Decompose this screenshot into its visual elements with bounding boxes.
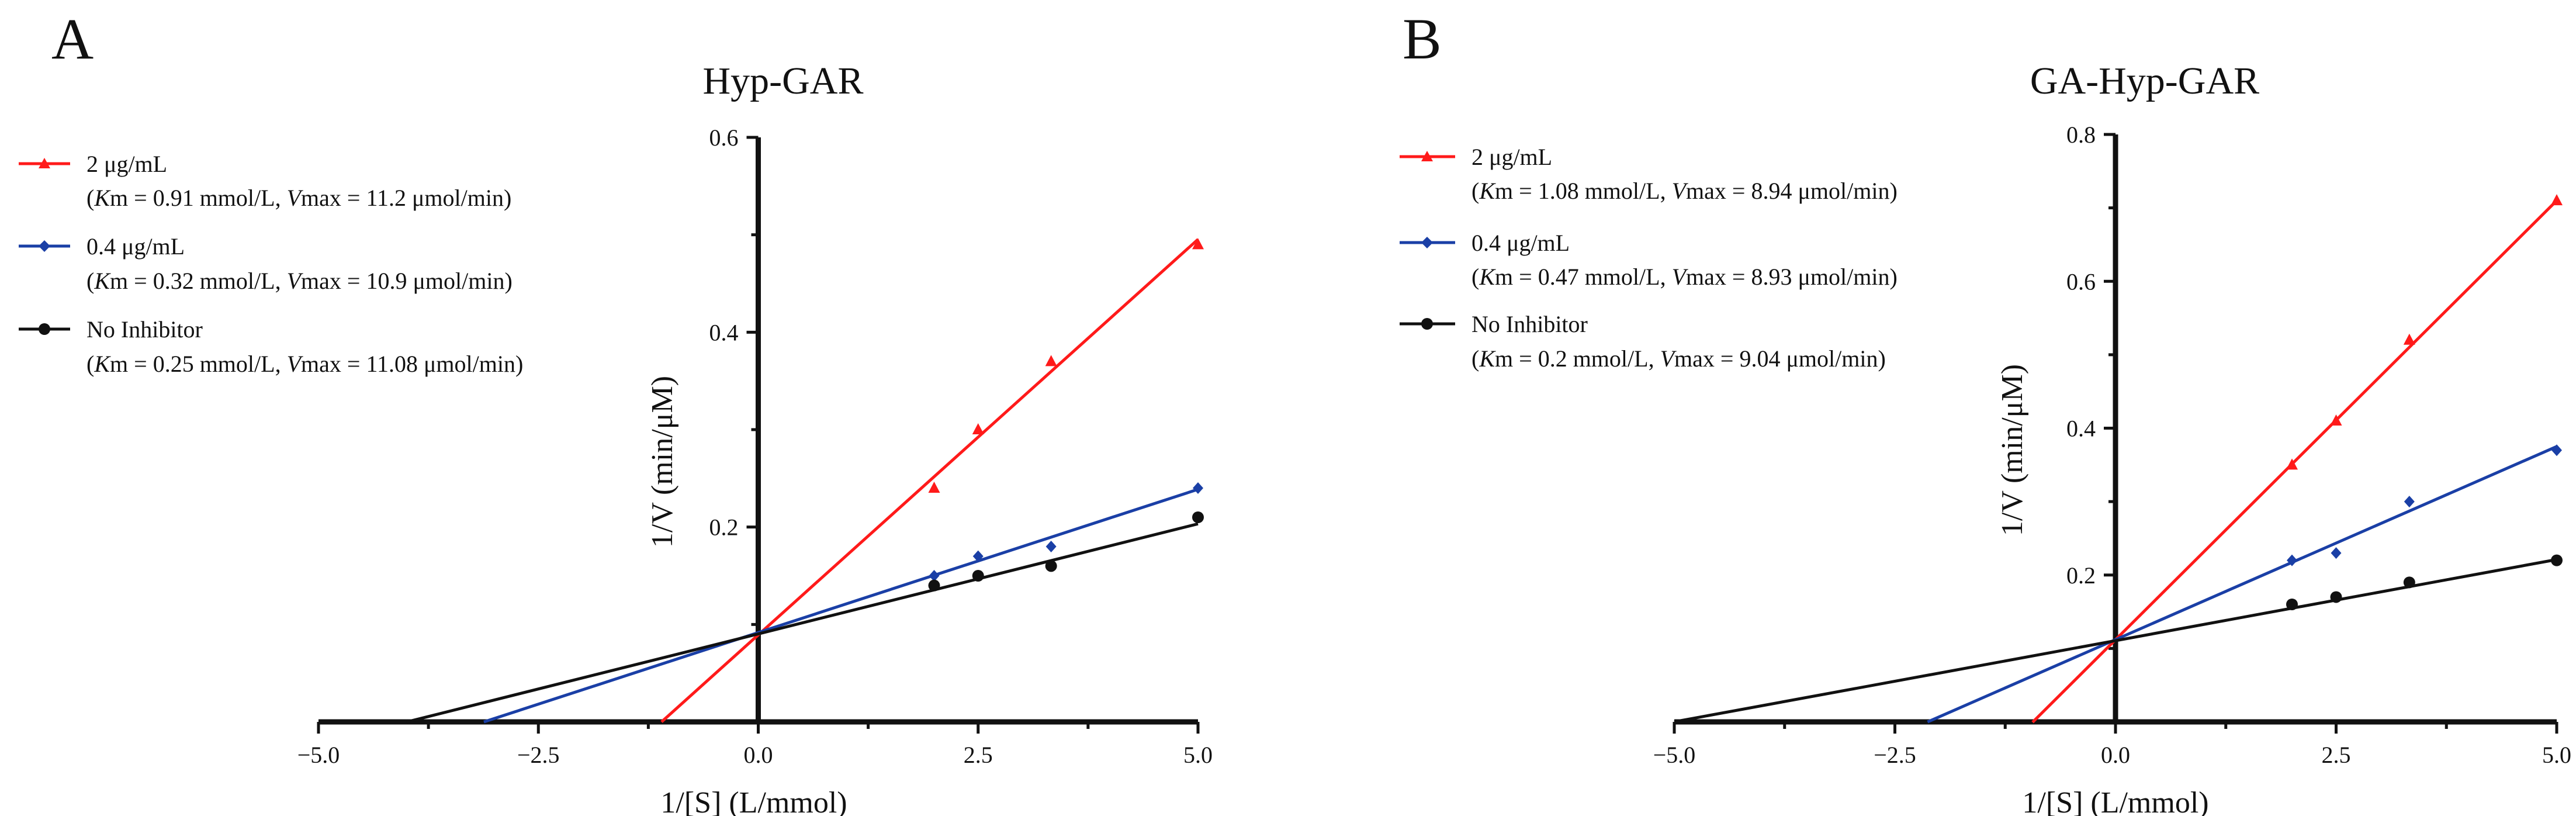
y-axis-label: 1/V (min/μM) (646, 376, 679, 548)
y-tick-label: 0.6 (709, 125, 739, 151)
vmax-value: 10.9 μmol/min (366, 268, 504, 294)
x-tick-label: 0.0 (744, 742, 773, 768)
x-tick-label: 5.0 (1183, 742, 1213, 768)
vmax-value: 8.93 μmol/min (1751, 264, 1889, 290)
legend-kinetics: (Km = 0.32 mmol/L, Vmax = 10.9 μmol/min) (86, 268, 513, 294)
circle-marker (2286, 599, 2298, 610)
legend-label: 2 μg/mL (86, 151, 167, 177)
legend-item: No Inhibitor (Km = 0.2 mmol/L, Vmax = 9.… (1400, 311, 1886, 372)
x-tick-label: −5.0 (297, 742, 340, 768)
triangle-marker (2403, 333, 2415, 345)
x-tick-label: −5.0 (1653, 742, 1696, 768)
plot-area: −5.0 −2.5 0.0 2.5 5.0 0.2 0.4 0.6 (297, 125, 1213, 768)
triangle-marker (2551, 194, 2563, 206)
y-tick-label: 0.2 (2066, 562, 2096, 589)
x-tick-label: 2.5 (964, 742, 993, 768)
circle-marker (1045, 560, 1057, 572)
series-line (660, 238, 1199, 723)
legend-label: 2 μg/mL (1471, 144, 1552, 170)
legend-kinetics: (Km = 0.47 mmol/L, Vmax = 8.93 μmol/min) (1471, 264, 1898, 290)
legend-triangle-marker (39, 158, 50, 168)
chart-title: GA-Hyp-GAR (2030, 60, 2259, 102)
vmax-value: 9.04 μmol/min (1739, 345, 1878, 372)
x-tick-label: −2.5 (517, 742, 560, 768)
legend-item: No Inhibitor (Km = 0.25 mmol/L, Vmax = 1… (19, 316, 523, 377)
diamond-marker (2551, 444, 2562, 457)
y-tick-label: 0.4 (709, 319, 739, 345)
vmax-value: 11.08 μmol/min (366, 351, 515, 377)
legend-kinetics: (Km = 1.08 mmol/L, Vmax = 8.94 μmol/min) (1471, 178, 1898, 204)
km-value: 1.08 mmol/L (1538, 178, 1660, 204)
km-value: 0.91 mmol/L (153, 185, 275, 211)
vmax-value: 11.2 μmol/min (366, 185, 504, 211)
legend-label: 0.4 μg/mL (1471, 230, 1570, 256)
plot-area: −5.0 −2.5 0.0 2.5 5.0 0.2 0.4 0.6 0.8 (1653, 122, 2571, 768)
x-tick-label: 2.5 (2322, 742, 2351, 768)
circle-marker (928, 579, 940, 592)
legend-diamond-marker (39, 240, 50, 252)
x-tick-label: 5.0 (2542, 742, 2571, 768)
diamond-marker (1193, 482, 1203, 494)
series-line (2031, 199, 2558, 724)
circle-marker (2551, 554, 2563, 566)
legend-circle-marker (39, 323, 50, 335)
legend-label: No Inhibitor (86, 316, 203, 343)
y-tick-label: 0.2 (709, 514, 739, 541)
series-line (1927, 445, 2558, 724)
circle-marker (2330, 591, 2342, 603)
km-value: 0.32 mmol/L (153, 268, 275, 294)
legend-kinetics: (Km = 0.2 mmol/L, Vmax = 9.04 μmol/min) (1471, 345, 1886, 372)
circle-marker (972, 570, 984, 582)
panel-label: A (51, 6, 94, 71)
vmax-value: 8.94 μmol/min (1751, 178, 1889, 204)
panel-b: B GA-Hyp-GAR 2 μg/mL (Km = 1.08 mmol/L, … (1400, 6, 2571, 816)
legend: 2 μg/mL (Km = 0.91 mmol/L, Vmax = 11.2 μ… (19, 151, 523, 377)
legend-triangle-marker (1421, 151, 1433, 161)
km-value: 0.2 mmol/L (1538, 345, 1649, 372)
diamond-marker (2287, 554, 2297, 566)
panel-label: B (1403, 6, 1442, 71)
x-axis-label: 1/[S] (L/mmol) (2022, 786, 2208, 816)
triangle-marker (972, 423, 984, 434)
km-value: 0.25 mmol/L (153, 351, 275, 377)
x-tick-label: −2.5 (1874, 742, 1916, 768)
triangle-marker (1045, 355, 1057, 366)
legend-label: No Inhibitor (1471, 311, 1588, 337)
triangle-marker (928, 482, 940, 493)
legend-kinetics: (Km = 0.91 mmol/L, Vmax = 11.2 μmol/min) (86, 185, 511, 211)
legend-circle-marker (1421, 318, 1433, 330)
chart-title: Hyp-GAR (703, 60, 864, 102)
y-axis-label: 1/V (min/μM) (1996, 364, 2029, 536)
legend-item: 0.4 μg/mL (Km = 0.32 mmol/L, Vmax = 10.9… (19, 233, 513, 294)
diamond-marker (2331, 547, 2342, 559)
km-value: 0.47 mmol/L (1538, 264, 1660, 290)
legend-kinetics: (Km = 0.25 mmol/L, Vmax = 11.08 μmol/min… (86, 351, 523, 377)
y-tick-label: 0.4 (2066, 416, 2096, 442)
circle-marker (2403, 576, 2415, 589)
x-tick-label: 0.0 (2101, 742, 2130, 768)
y-tick-label: 0.6 (2066, 268, 2096, 295)
legend-item: 2 μg/mL (Km = 0.91 mmol/L, Vmax = 11.2 μ… (19, 151, 511, 211)
diamond-marker (2404, 496, 2415, 508)
triangle-marker (2330, 414, 2342, 426)
diamond-marker (972, 550, 984, 562)
legend-label: 0.4 μg/mL (86, 233, 185, 260)
series-line (483, 487, 1199, 724)
diamond-marker (1045, 541, 1057, 552)
circle-marker (1192, 511, 1204, 523)
legend-item: 2 μg/mL (Km = 1.08 mmol/L, Vmax = 8.94 μ… (1400, 144, 1898, 204)
legend-diamond-marker (1421, 237, 1433, 248)
x-axis-label: 1/[S] (L/mmol) (660, 786, 847, 816)
y-tick-label: 0.8 (2066, 122, 2096, 148)
legend-item: 0.4 μg/mL (Km = 0.47 mmol/L, Vmax = 8.93… (1400, 230, 1898, 290)
diamond-marker (929, 570, 940, 582)
panel-a: A Hyp-GAR 2 μg/mL (Km = 0.91 mmol/L, Vma… (19, 6, 1213, 816)
series-line (406, 522, 1199, 724)
legend: 2 μg/mL (Km = 1.08 mmol/L, Vmax = 8.94 μ… (1400, 144, 1898, 372)
triangle-marker (2286, 458, 2298, 470)
triangle-marker (1192, 238, 1204, 250)
